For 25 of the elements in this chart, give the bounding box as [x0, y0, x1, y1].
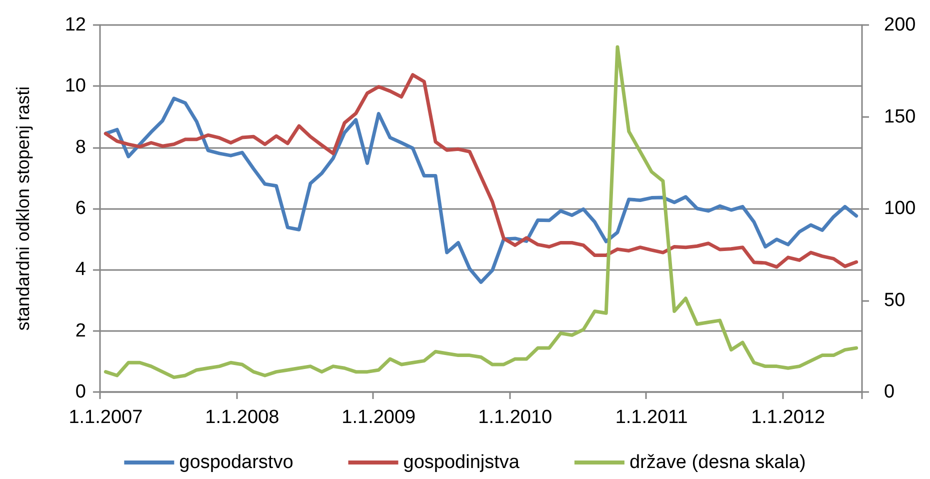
x-tick-label: 1.1.2012	[751, 407, 826, 428]
line-series	[104, 73, 858, 269]
y-tick-label: 8	[75, 136, 86, 158]
y2-tick-label: 100	[884, 198, 916, 219]
y-tick-label: 2	[75, 320, 86, 342]
y-tick-label: 6	[75, 198, 86, 219]
x-tick-label: 1.1.2008	[205, 407, 280, 428]
y-axis-title: standardni odklon stopenj rasti	[13, 86, 33, 331]
y2-tick-label: 0	[884, 382, 895, 402]
y2-tick-label: 50	[884, 290, 906, 311]
x-tick-label: 1.1.2009	[342, 407, 416, 428]
y-tick-label: 10	[64, 76, 86, 97]
legend-label: države (desna skala)	[629, 452, 806, 473]
x-tick-label: 1.1.2007	[68, 407, 143, 428]
y2-tick-label: 200	[884, 14, 916, 36]
y-tick-label: 4	[75, 259, 86, 280]
y2-tick-label: 150	[884, 106, 916, 128]
line-series	[104, 45, 858, 380]
y-tick-label: 12	[64, 14, 86, 36]
y-tick-label: 0	[75, 382, 86, 402]
legend-label: gospodinjstva	[403, 452, 520, 473]
legend-label: gospodarstvo	[179, 452, 294, 473]
x-tick-label: 1.1.2011	[615, 407, 688, 428]
line-series	[104, 96, 858, 284]
x-tick-label: 1.1.2010	[478, 407, 552, 428]
